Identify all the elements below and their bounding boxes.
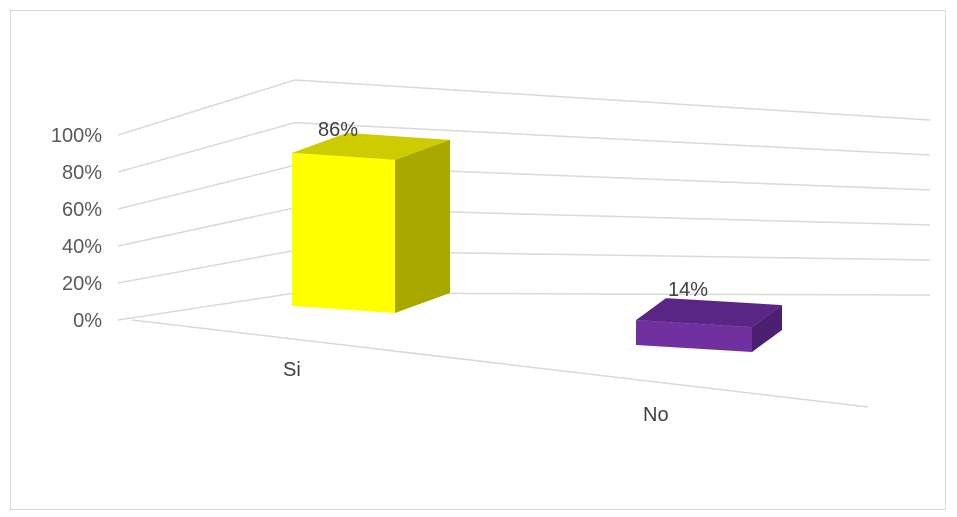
data-labels: 86% 14% <box>318 119 708 301</box>
y-tick-label: 60% <box>62 199 102 221</box>
x-axis-categories: Si No <box>283 359 669 426</box>
bar-side <box>395 139 450 313</box>
gridline-side <box>117 249 296 284</box>
bars <box>292 132 782 352</box>
y-tick-label: 20% <box>62 273 102 295</box>
floor-front-edge <box>131 319 869 408</box>
gridline-side <box>117 121 296 173</box>
y-tick-label: 80% <box>62 162 102 184</box>
chart-floor <box>131 319 869 408</box>
y-tick-label: 0% <box>73 310 102 332</box>
gridline-side <box>117 79 296 136</box>
y-tick-label: 40% <box>62 236 102 258</box>
gridline-back <box>294 121 931 156</box>
gridline-side <box>117 292 296 321</box>
data-label: 14% <box>668 279 708 301</box>
y-tick-label: 100% <box>51 125 102 147</box>
bar-top <box>292 132 450 160</box>
x-category-label: Si <box>283 359 301 381</box>
data-label: 86% <box>318 119 358 141</box>
chart-area <box>10 10 946 510</box>
gridline-side <box>117 207 296 247</box>
bar-side <box>752 305 782 352</box>
gridline-back <box>294 79 931 121</box>
gridline-side <box>117 164 296 210</box>
x-category-label: No <box>643 404 669 426</box>
bar <box>636 320 752 352</box>
gridlines <box>117 79 931 321</box>
y-axis-ticks: 0% 20% 40% 60% 80% 100% <box>51 125 102 332</box>
bar-top <box>636 298 782 328</box>
bar <box>292 152 395 313</box>
